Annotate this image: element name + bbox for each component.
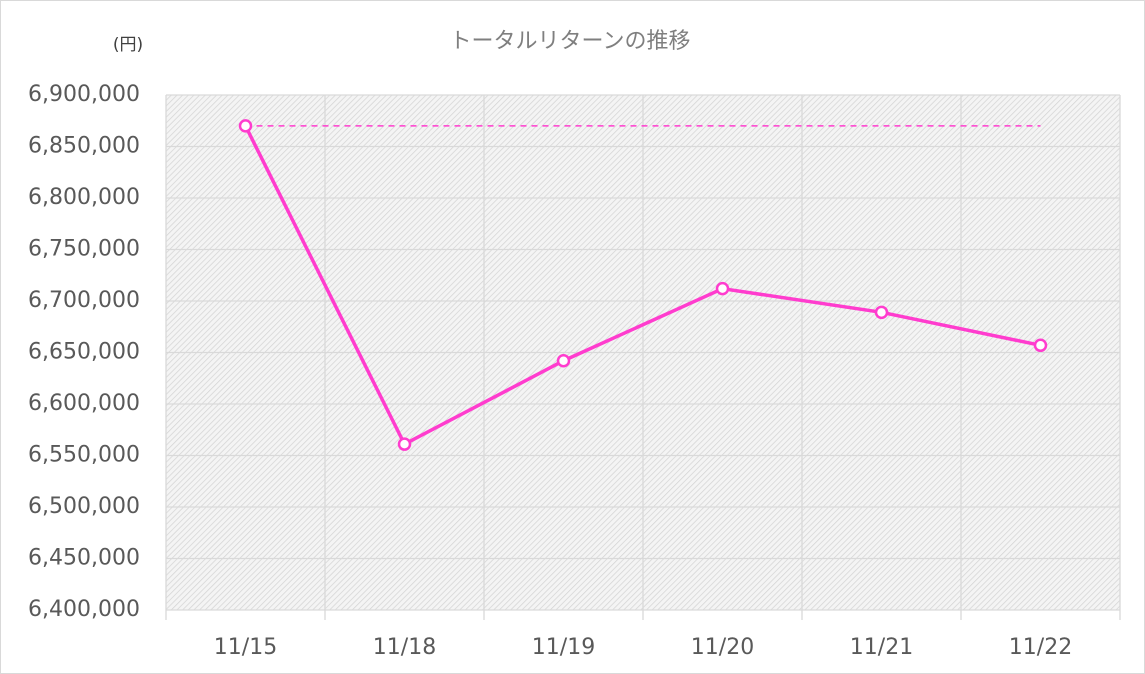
x-tick-label: 11/15	[214, 635, 277, 660]
y-tick-label: 6,450,000	[28, 546, 140, 571]
y-tick-label: 6,600,000	[28, 391, 140, 416]
marker	[397, 437, 412, 451]
marker	[1033, 338, 1048, 353]
y-tick-label: 6,750,000	[28, 237, 140, 262]
x-tick-label: 11/21	[850, 635, 913, 660]
x-tick-label: 11/20	[691, 635, 754, 660]
series-line	[243, 125, 1041, 447]
y-tick-label: 6,400,000	[28, 597, 140, 622]
y-tick-label: 6,800,000	[28, 185, 140, 210]
marker	[556, 353, 571, 368]
y-tick-label: 6,900,000	[28, 82, 140, 107]
x-tick-label: 11/22	[1009, 635, 1072, 660]
marker	[238, 119, 253, 133]
y-tick-label: 6,850,000	[28, 134, 140, 159]
marker	[874, 305, 889, 320]
y-tick-label: 6,650,000	[28, 340, 140, 365]
x-tick-label: 11/18	[373, 635, 436, 660]
chart-title: トータルリターンの推移	[450, 29, 691, 54]
y-tick-label: 6,500,000	[28, 494, 140, 519]
x-tick-label: 11/19	[532, 635, 595, 660]
y-tick-label: 6,550,000	[28, 443, 140, 468]
y-unit-label: (円)	[113, 35, 143, 55]
y-tick-label: 6,700,000	[28, 288, 140, 313]
marker	[715, 281, 730, 296]
